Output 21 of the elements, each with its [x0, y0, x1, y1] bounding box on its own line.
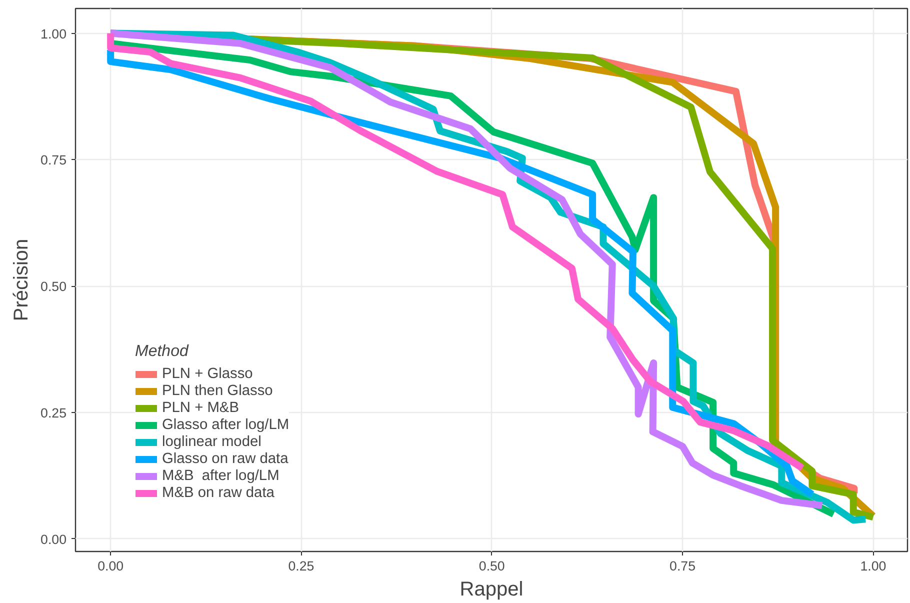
- legend-title: Method: [135, 343, 190, 361]
- legend-label: Glasso on raw data: [162, 451, 288, 467]
- y-tick-label: 0.75: [40, 152, 67, 168]
- x-tick-label: 1.00: [860, 558, 886, 574]
- x-tick-label: 0.00: [98, 558, 124, 574]
- legend-label: PLN + Glasso: [162, 366, 253, 382]
- legend-label: M&B after log/LM: [162, 468, 280, 484]
- legend-label: PLN then Glasso: [162, 383, 273, 399]
- x-axis-title: Rappel: [460, 578, 524, 600]
- y-tick-label: 0.25: [40, 405, 67, 420]
- legend-label: Glasso after log/LM: [162, 417, 290, 433]
- y-tick-label: 0.00: [40, 532, 67, 547]
- y-tick-label: 0.50: [40, 279, 67, 294]
- x-tick-label: 0.75: [670, 558, 696, 574]
- y-tick-label: 1.00: [40, 26, 67, 42]
- x-tick-label: 0.25: [288, 558, 314, 574]
- legend-label: loglinear model: [162, 434, 262, 450]
- legend-label: PLN + M&B: [162, 400, 239, 416]
- y-axis-title: Précision: [10, 238, 33, 322]
- x-tick-label: 0.50: [478, 558, 505, 574]
- legend-label: M&B on raw data: [162, 485, 274, 501]
